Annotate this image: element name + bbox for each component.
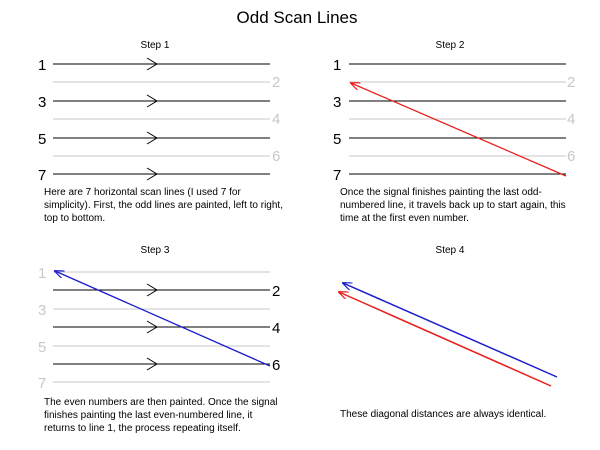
step-1-heading: Step 1 xyxy=(141,40,170,51)
line-number-7: 7 xyxy=(38,375,46,392)
line-number-1: 1 xyxy=(333,57,341,74)
direction-chevron xyxy=(146,167,158,181)
line-number-5: 5 xyxy=(38,339,46,356)
line-number-2: 2 xyxy=(272,74,280,91)
direction-chevron xyxy=(146,57,158,71)
retrace-arrow-red xyxy=(351,83,567,177)
line-number-6: 6 xyxy=(272,357,280,374)
panel-step-1: Step 1 1 2 3 4 5 6 7 xyxy=(38,40,280,184)
line-number-1: 1 xyxy=(38,57,46,74)
line-number-4: 4 xyxy=(272,111,280,128)
direction-chevron xyxy=(146,320,158,334)
step-2-caption: Once the signal finishes painting the la… xyxy=(340,187,566,224)
diagonal-arrow-blue xyxy=(343,283,558,378)
line-number-4: 4 xyxy=(567,111,575,128)
line-number-7: 7 xyxy=(333,167,341,184)
step-2-heading: Step 2 xyxy=(436,40,465,51)
line-number-7: 7 xyxy=(38,167,46,184)
line-number-5: 5 xyxy=(38,131,46,148)
direction-chevron xyxy=(146,131,158,145)
panel-step-4: Step 4 xyxy=(339,245,558,387)
line-number-5: 5 xyxy=(333,131,341,148)
line-number-6: 6 xyxy=(567,148,575,165)
step-4-heading: Step 4 xyxy=(436,245,465,256)
line-number-2: 2 xyxy=(567,74,575,91)
direction-chevron xyxy=(146,94,158,108)
direction-chevron xyxy=(146,283,158,297)
line-number-3: 3 xyxy=(38,94,46,111)
step-3-caption: The even numbers are then painted. Once … xyxy=(44,397,278,434)
line-number-3: 3 xyxy=(38,302,46,319)
line-number-4: 4 xyxy=(272,320,280,337)
retrace-arrow-blue xyxy=(55,271,271,367)
line-number-6: 6 xyxy=(272,148,280,165)
panel-step-2: Step 2 1 2 3 4 5 6 7 xyxy=(333,40,575,184)
diagram-title: Odd Scan Lines xyxy=(237,8,358,27)
panel-step-3: Step 3 1 2 3 4 5 6 7 xyxy=(38,245,280,392)
line-number-3: 3 xyxy=(333,94,341,111)
step-1-caption: Here are 7 horizontal scan lines (I used… xyxy=(44,187,283,224)
step-4-caption: These diagonal distances are always iden… xyxy=(340,409,547,420)
direction-chevron xyxy=(146,357,158,371)
diagonal-arrow-red xyxy=(339,292,552,387)
line-number-1: 1 xyxy=(38,265,46,282)
line-number-2: 2 xyxy=(272,283,280,300)
step-3-heading: Step 3 xyxy=(141,245,170,256)
